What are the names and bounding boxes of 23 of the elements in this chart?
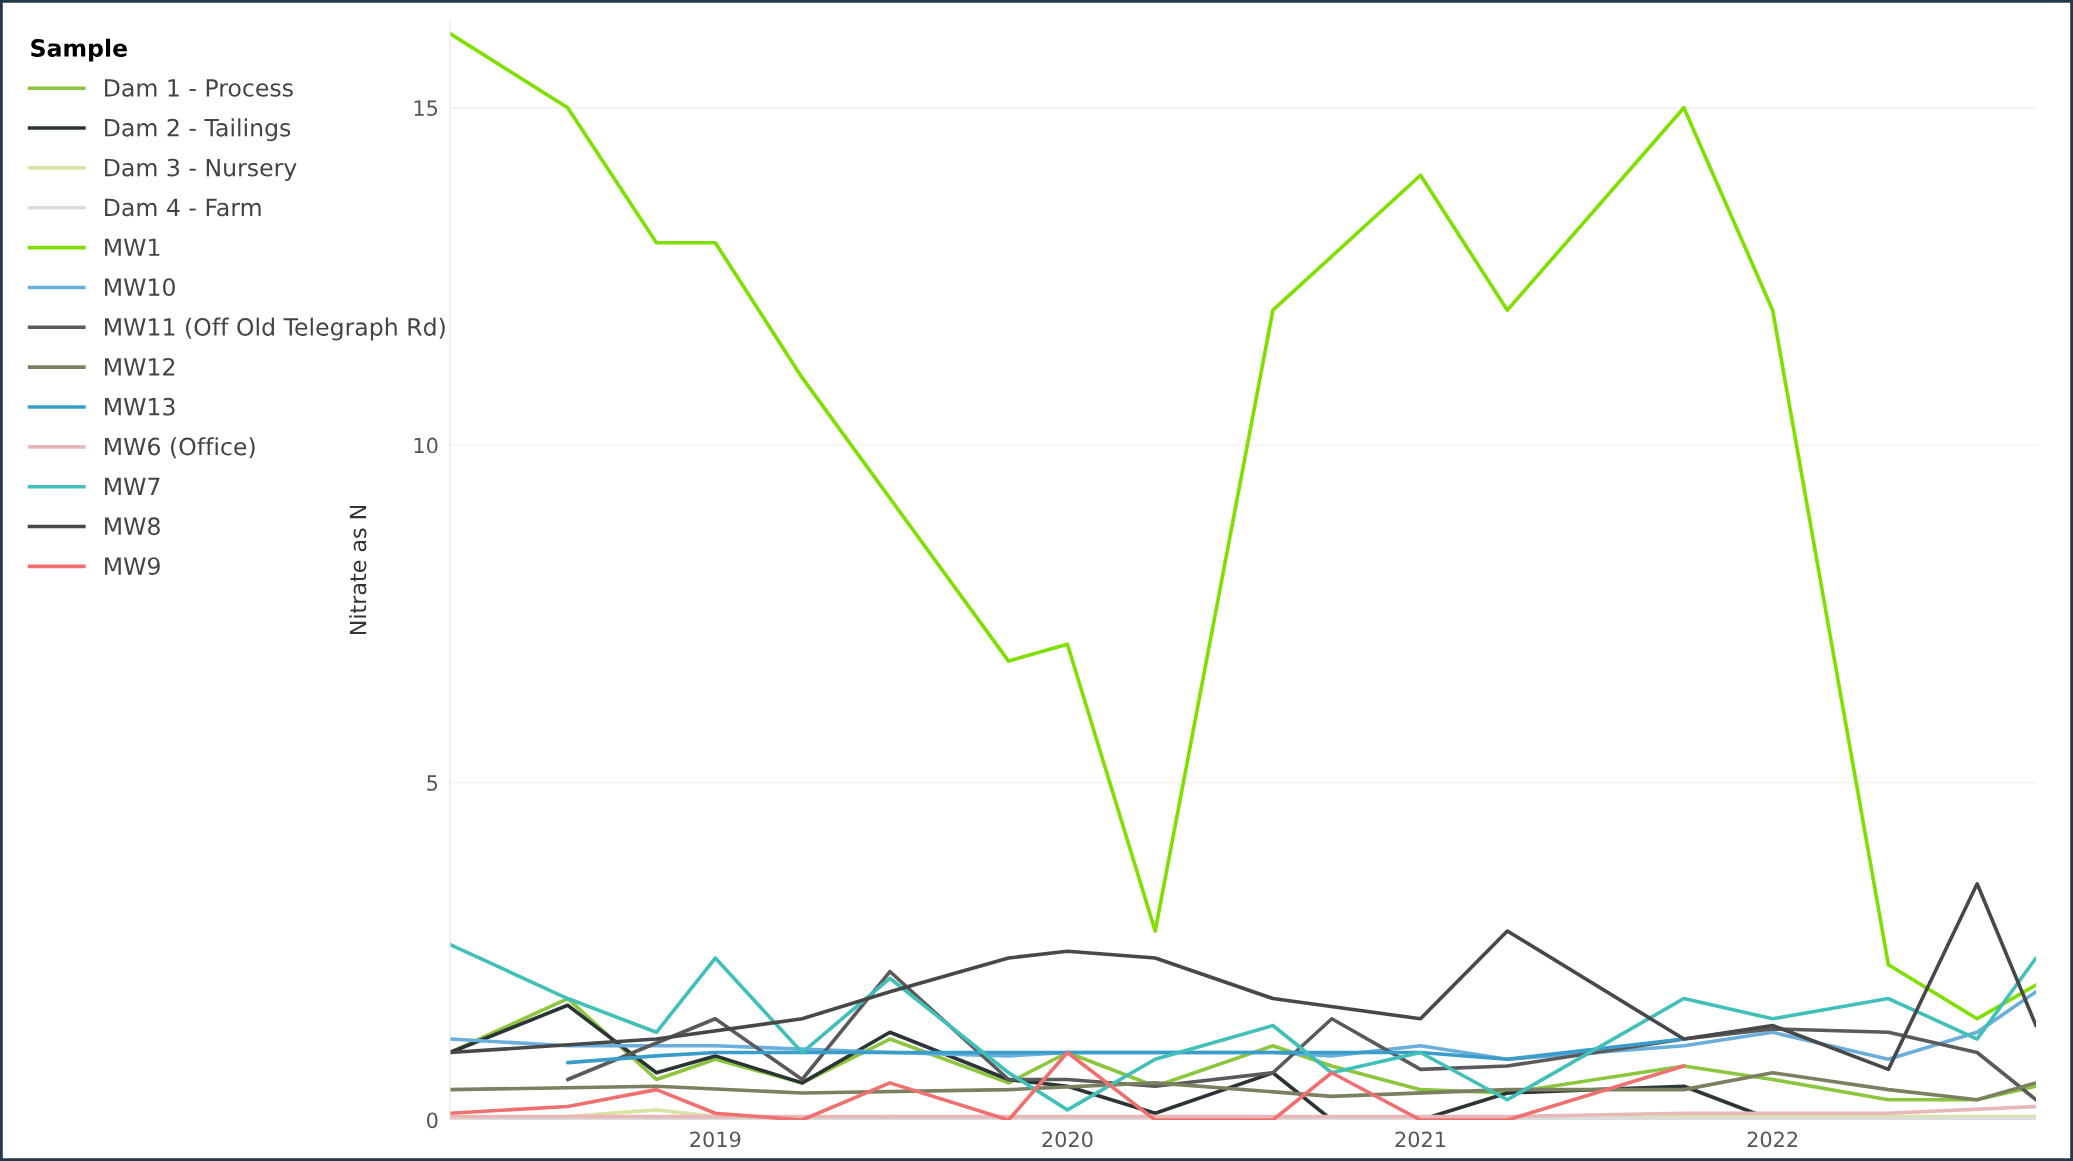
legend-label: MW13	[105, 397, 175, 416]
legend-label: Dam 3 - Nursery	[105, 158, 297, 182]
legend-label: MW12	[105, 357, 175, 376]
legend-label: MW11 (Off Old Telegraph Rd)	[105, 317, 445, 341]
x-tick-label: 2022	[1747, 1131, 1798, 1148]
legend-label: MW6 (Office)	[105, 437, 255, 459]
legend-label: MW8	[105, 517, 160, 536]
y-axis-title: Nitrate as N	[349, 505, 367, 635]
legend-label: MW7	[105, 477, 160, 495]
y-tick-label: 0	[427, 1112, 438, 1129]
legend-label: Dam 1 - Process	[105, 79, 293, 97]
x-tick-label: 2021	[1395, 1131, 1446, 1148]
legend-label: Dam 4 - Farm	[105, 198, 261, 217]
x-tick-label: 2019	[690, 1131, 741, 1148]
x-tick-label: 2020	[1042, 1131, 1093, 1148]
legend-label: MW1	[105, 238, 160, 256]
y-tick-label: 10	[414, 437, 438, 454]
y-tick-label: 5	[427, 775, 438, 791]
legend-label: MW10	[105, 278, 175, 297]
legend-label: Dam 2 - Tailings	[105, 118, 291, 142]
legend-title: Sample	[31, 38, 127, 62]
y-tick-label: 15	[414, 100, 438, 116]
legend-label: MW9	[105, 557, 160, 576]
